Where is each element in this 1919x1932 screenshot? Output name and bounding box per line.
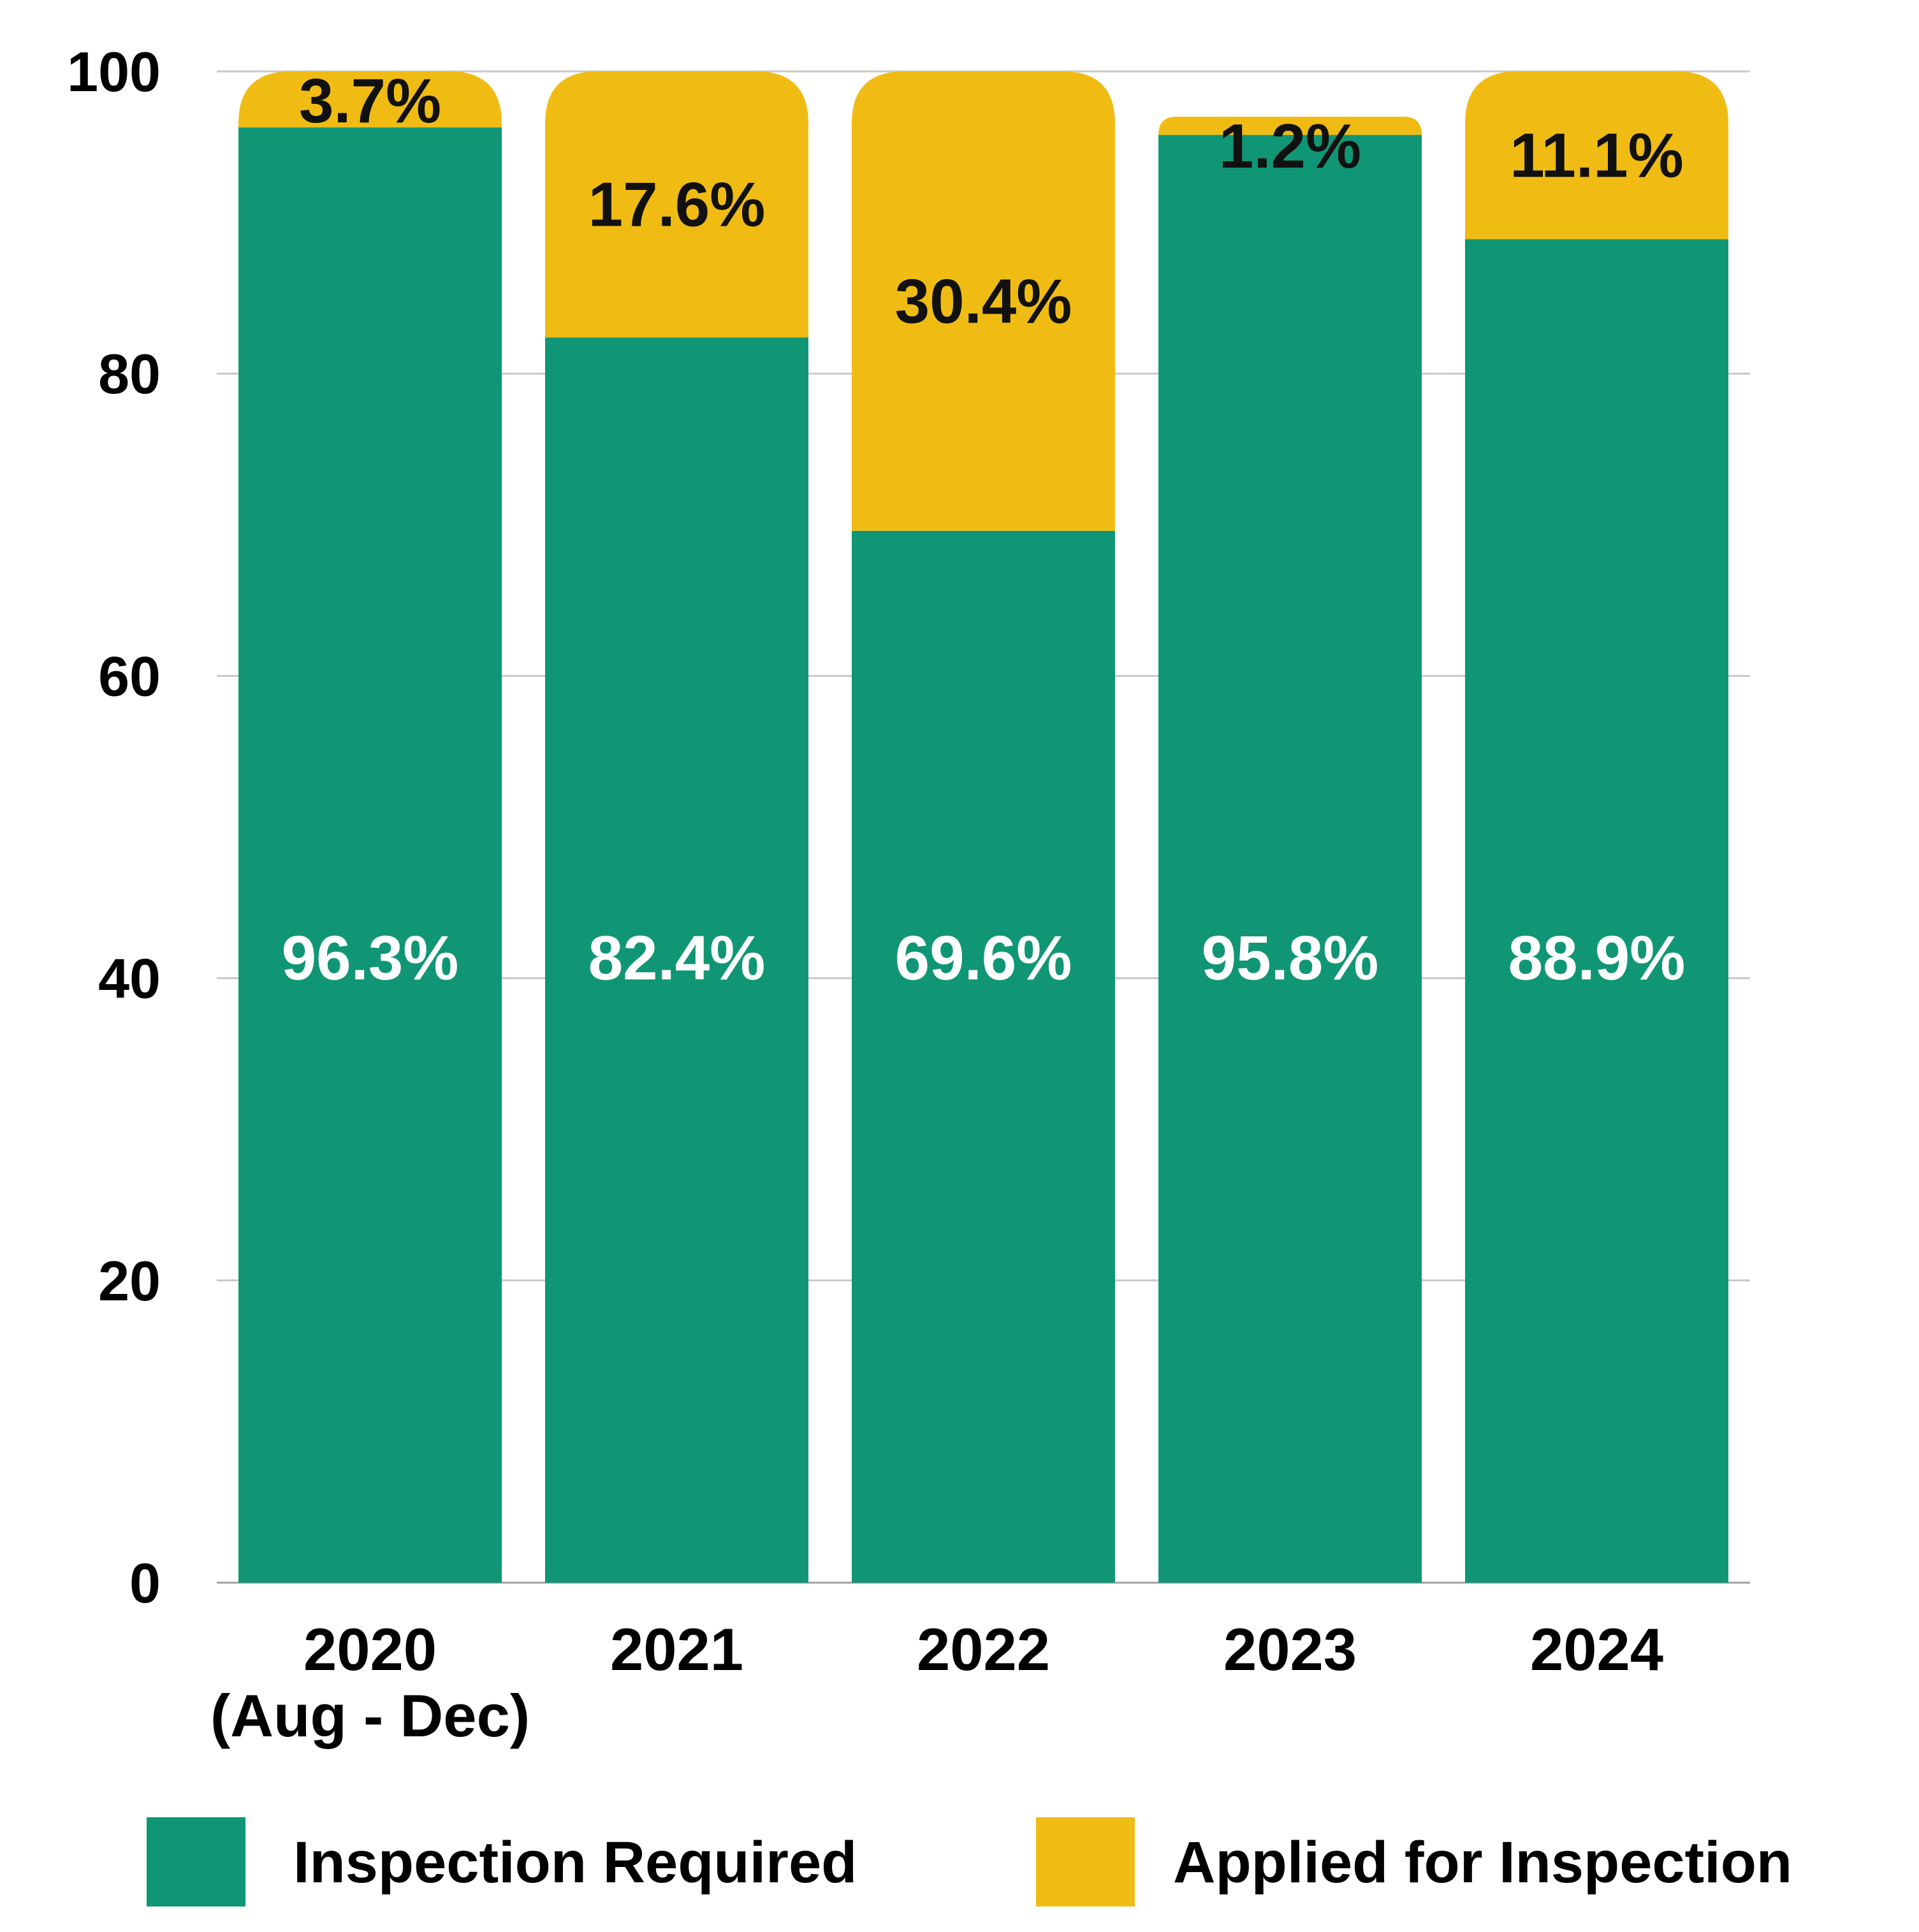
legend-swatch	[1036, 1817, 1135, 1907]
y-tick-label: 100	[67, 40, 161, 103]
bar-applied-for-inspection	[238, 71, 502, 127]
data-label-inspection-required: 69.6%	[895, 923, 1072, 993]
bar-group-2021: 82.4% 17.6%	[545, 71, 808, 1583]
legend-label: Applied for Inspection	[1173, 1830, 1792, 1895]
bar-inspection-required	[1465, 239, 1728, 1583]
x-tick-sublabel: (Aug - Dec)	[210, 1682, 530, 1749]
data-label-applied-for-inspection: 1.2%	[1219, 111, 1361, 181]
bar-inspection-required	[1158, 134, 1422, 1583]
bar-applied-for-inspection	[1158, 117, 1422, 135]
data-label-inspection-required: 96.3%	[282, 923, 459, 993]
y-tick-label: 80	[98, 342, 161, 405]
legend: Inspection Required Applied for Inspectio…	[147, 1817, 1792, 1907]
legend-label: Inspection Required	[293, 1830, 857, 1895]
y-tick-label: 40	[98, 947, 161, 1010]
data-label-applied-for-inspection: 11.1%	[1510, 120, 1683, 191]
x-tick-label: 2022	[917, 1616, 1050, 1683]
bar-applied-for-inspection	[545, 71, 808, 338]
data-label-inspection-required: 82.4%	[588, 923, 766, 993]
bar-group-2020: 96.3% 3.7%	[238, 66, 502, 1583]
x-tick-label: 2023	[1223, 1616, 1357, 1683]
bar-inspection-required	[238, 127, 502, 1583]
bars: 96.3% 3.7% 82.4% 17.6% 69.6% 30.4% 95.8% 1.2% 88…	[238, 66, 1728, 1583]
bar-group-2022: 69.6% 30.4%	[852, 71, 1115, 1583]
bar-applied-for-inspection	[852, 71, 1115, 531]
x-tick-label: 2020	[303, 1616, 437, 1683]
data-label-applied-for-inspection: 17.6%	[588, 170, 766, 240]
bar-applied-for-inspection	[1465, 71, 1728, 240]
data-label-inspection-required: 95.8%	[1202, 923, 1379, 993]
legend-item-applied-for-inspection: Applied for Inspection	[1036, 1817, 1792, 1907]
legend-swatch	[147, 1817, 245, 1907]
y-tick-label: 60	[98, 644, 161, 708]
x-tick-label: 2024	[1530, 1616, 1663, 1683]
x-axis: 2020(Aug - Dec) 2021 2022 2023 2024	[210, 1616, 1663, 1749]
y-axis: 0 20 40 60 80 100	[67, 40, 161, 1615]
bar-group-2023: 95.8% 1.2%	[1158, 111, 1422, 1583]
bar-inspection-required	[545, 337, 808, 1583]
x-tick-label: 2021	[610, 1616, 743, 1683]
y-tick-label: 20	[98, 1249, 161, 1312]
bar-group-2024: 88.9% 11.1%	[1465, 71, 1728, 1583]
data-label-applied-for-inspection: 30.4%	[895, 266, 1072, 336]
bar-inspection-required	[852, 530, 1115, 1583]
data-label-applied-for-inspection: 3.7%	[299, 66, 441, 136]
y-tick-label: 0	[129, 1551, 161, 1615]
data-label-inspection-required: 88.9%	[1508, 923, 1686, 993]
legend-item-inspection-required: Inspection Required	[147, 1817, 857, 1907]
